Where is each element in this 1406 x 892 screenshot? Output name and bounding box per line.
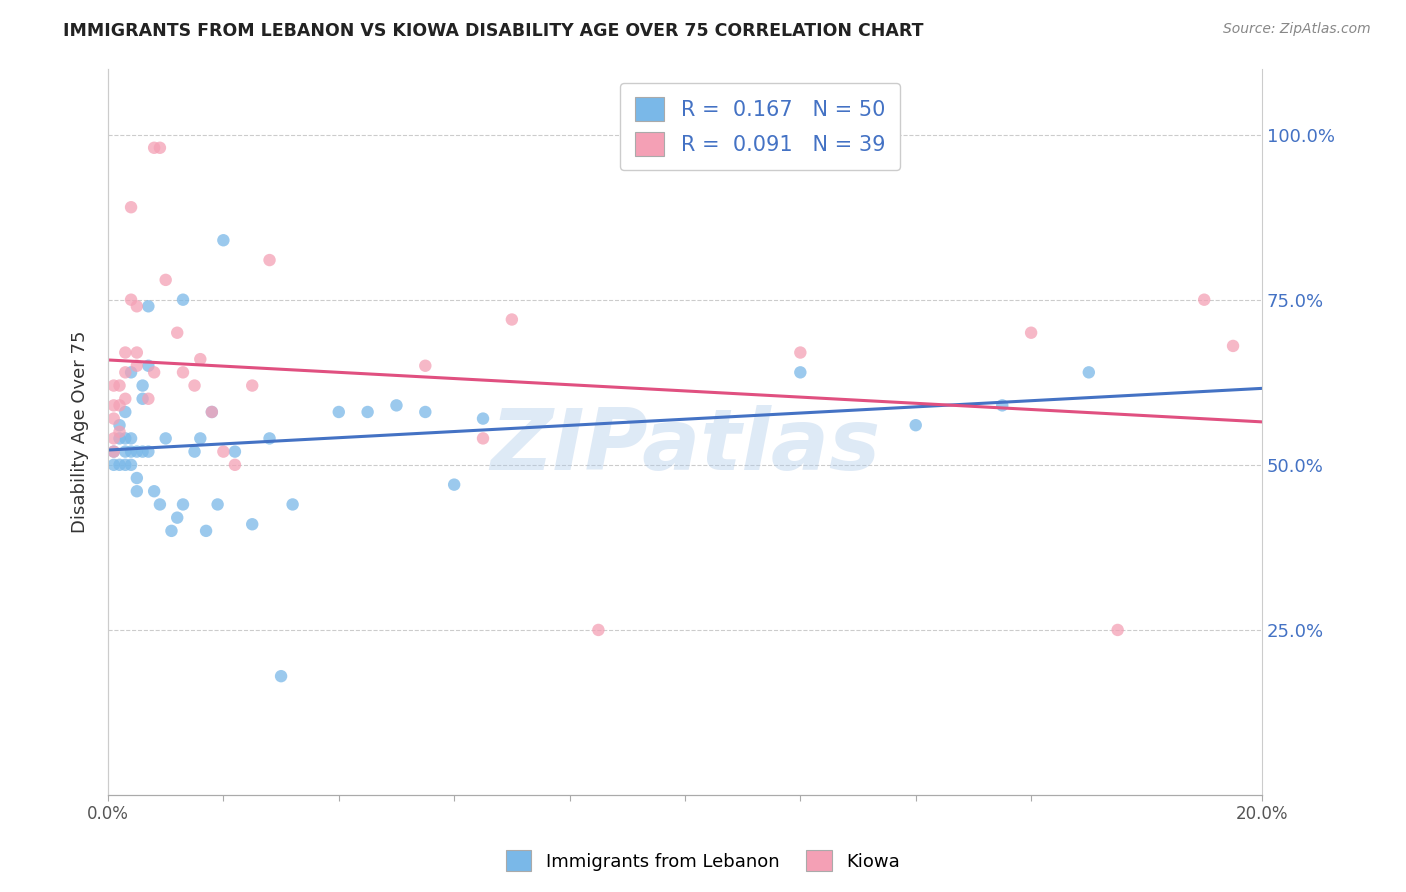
Point <box>155 431 177 445</box>
Point <box>328 405 350 419</box>
Point <box>1019 326 1042 340</box>
Point <box>103 411 125 425</box>
Point <box>108 398 131 412</box>
Point <box>114 392 136 406</box>
Point <box>155 273 177 287</box>
Point <box>125 359 148 373</box>
Point <box>143 365 166 379</box>
Point <box>789 365 811 379</box>
Point <box>114 444 136 458</box>
Point <box>201 405 224 419</box>
Point <box>991 398 1014 412</box>
Point <box>125 484 148 499</box>
Point <box>125 444 148 458</box>
Point <box>103 444 125 458</box>
Point <box>188 431 211 445</box>
Point <box>120 293 142 307</box>
Text: Source: ZipAtlas.com: Source: ZipAtlas.com <box>1223 22 1371 37</box>
Point <box>443 477 465 491</box>
Point <box>120 365 142 379</box>
Point <box>188 352 211 367</box>
Point <box>172 365 194 379</box>
Point <box>103 378 125 392</box>
Point <box>125 299 148 313</box>
Text: ZIPatlas: ZIPatlas <box>489 405 880 488</box>
Point <box>501 312 523 326</box>
Point <box>138 444 160 458</box>
Point <box>207 498 229 512</box>
Point <box>143 484 166 499</box>
Point <box>138 392 160 406</box>
Point <box>160 524 183 538</box>
Legend: R =  0.167   N = 50, R =  0.091   N = 39: R = 0.167 N = 50, R = 0.091 N = 39 <box>620 83 900 170</box>
Point <box>120 200 142 214</box>
Point <box>138 359 160 373</box>
Point <box>1077 365 1099 379</box>
Point <box>103 458 125 472</box>
Point <box>789 345 811 359</box>
Point <box>103 431 125 445</box>
Point <box>270 669 292 683</box>
Point <box>114 365 136 379</box>
Point <box>120 458 142 472</box>
Point <box>166 510 188 524</box>
Point <box>108 431 131 445</box>
Y-axis label: Disability Age Over 75: Disability Age Over 75 <box>72 331 89 533</box>
Point <box>224 458 246 472</box>
Point <box>212 233 235 247</box>
Point <box>131 392 153 406</box>
Point <box>166 326 188 340</box>
Point <box>183 378 205 392</box>
Point <box>183 444 205 458</box>
Point <box>143 141 166 155</box>
Point <box>240 517 263 532</box>
Point <box>108 418 131 433</box>
Legend: Immigrants from Lebanon, Kiowa: Immigrants from Lebanon, Kiowa <box>499 843 907 879</box>
Point <box>201 405 224 419</box>
Point <box>472 431 495 445</box>
Point <box>131 444 153 458</box>
Point <box>1107 623 1129 637</box>
Point <box>195 524 218 538</box>
Point <box>172 293 194 307</box>
Point <box>103 398 125 412</box>
Point <box>356 405 378 419</box>
Point <box>259 431 281 445</box>
Point <box>1192 293 1215 307</box>
Point <box>472 411 495 425</box>
Point <box>212 444 235 458</box>
Point <box>114 405 136 419</box>
Point <box>120 431 142 445</box>
Point <box>224 444 246 458</box>
Point <box>149 498 172 512</box>
Point <box>385 398 408 412</box>
Point <box>114 431 136 445</box>
Point <box>103 444 125 458</box>
Point <box>108 458 131 472</box>
Point <box>125 471 148 485</box>
Point <box>120 444 142 458</box>
Point <box>413 359 436 373</box>
Point <box>172 498 194 512</box>
Point <box>259 253 281 268</box>
Point <box>131 378 153 392</box>
Point <box>413 405 436 419</box>
Point <box>149 141 172 155</box>
Point <box>108 425 131 439</box>
Point <box>240 378 263 392</box>
Point <box>125 345 148 359</box>
Point <box>281 498 304 512</box>
Text: IMMIGRANTS FROM LEBANON VS KIOWA DISABILITY AGE OVER 75 CORRELATION CHART: IMMIGRANTS FROM LEBANON VS KIOWA DISABIL… <box>63 22 924 40</box>
Point <box>1222 339 1244 353</box>
Point <box>108 378 131 392</box>
Point <box>138 299 160 313</box>
Point <box>114 345 136 359</box>
Point <box>588 623 610 637</box>
Point <box>114 458 136 472</box>
Point <box>904 418 927 433</box>
